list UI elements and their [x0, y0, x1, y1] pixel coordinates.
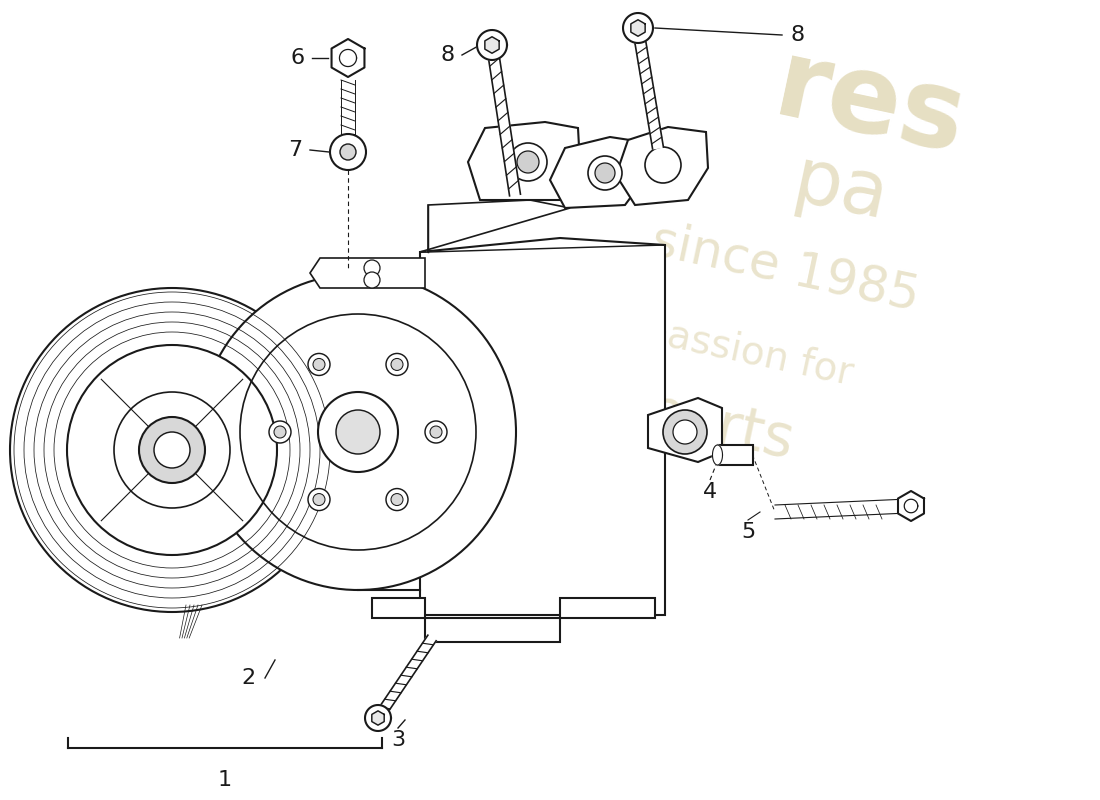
Circle shape	[340, 144, 356, 160]
Polygon shape	[477, 30, 507, 60]
Circle shape	[588, 156, 621, 190]
Circle shape	[673, 420, 697, 444]
Polygon shape	[365, 705, 390, 731]
Polygon shape	[776, 499, 908, 519]
Text: 8: 8	[790, 25, 804, 45]
Polygon shape	[713, 445, 723, 465]
Text: a passion for: a passion for	[604, 303, 856, 393]
Circle shape	[318, 392, 398, 472]
Circle shape	[314, 358, 324, 370]
Text: 2: 2	[241, 668, 255, 688]
Circle shape	[364, 260, 380, 276]
Circle shape	[425, 421, 447, 443]
Text: 4: 4	[703, 482, 717, 502]
Circle shape	[517, 151, 539, 173]
Circle shape	[336, 410, 380, 454]
Text: 8: 8	[441, 45, 455, 65]
Text: 5: 5	[741, 522, 755, 542]
Text: 6: 6	[290, 48, 305, 68]
Circle shape	[308, 354, 330, 375]
Circle shape	[67, 345, 277, 555]
Circle shape	[509, 143, 547, 181]
Polygon shape	[486, 44, 520, 196]
Polygon shape	[616, 127, 708, 205]
Polygon shape	[372, 711, 384, 725]
Text: since 1985: since 1985	[647, 216, 923, 320]
Polygon shape	[898, 491, 924, 521]
Text: res: res	[766, 34, 975, 177]
Circle shape	[430, 426, 442, 438]
Polygon shape	[374, 635, 436, 721]
Circle shape	[595, 163, 615, 183]
Text: 7: 7	[288, 140, 302, 160]
Circle shape	[364, 272, 380, 288]
Circle shape	[390, 494, 403, 506]
Circle shape	[10, 288, 334, 612]
Polygon shape	[632, 27, 663, 149]
Circle shape	[274, 426, 286, 438]
Polygon shape	[331, 39, 364, 77]
Circle shape	[645, 147, 681, 183]
Circle shape	[200, 274, 516, 590]
Circle shape	[663, 410, 707, 454]
Circle shape	[139, 417, 205, 483]
Circle shape	[308, 489, 330, 510]
Circle shape	[314, 494, 324, 506]
Text: pa: pa	[785, 144, 894, 236]
Text: 3: 3	[390, 730, 405, 750]
Circle shape	[154, 432, 190, 468]
Polygon shape	[310, 258, 425, 288]
Circle shape	[330, 134, 366, 170]
Polygon shape	[468, 122, 580, 200]
Polygon shape	[550, 137, 645, 208]
Circle shape	[270, 421, 292, 443]
Circle shape	[386, 489, 408, 510]
Polygon shape	[648, 398, 722, 462]
Circle shape	[114, 392, 230, 508]
Polygon shape	[631, 20, 645, 36]
Circle shape	[386, 354, 408, 375]
Text: parts: parts	[640, 385, 800, 471]
Text: 1: 1	[218, 770, 232, 790]
Bar	[717, 445, 752, 465]
Polygon shape	[420, 200, 570, 252]
Polygon shape	[372, 598, 654, 642]
Polygon shape	[485, 37, 499, 54]
Polygon shape	[420, 238, 666, 615]
Circle shape	[390, 358, 403, 370]
Polygon shape	[623, 13, 653, 43]
